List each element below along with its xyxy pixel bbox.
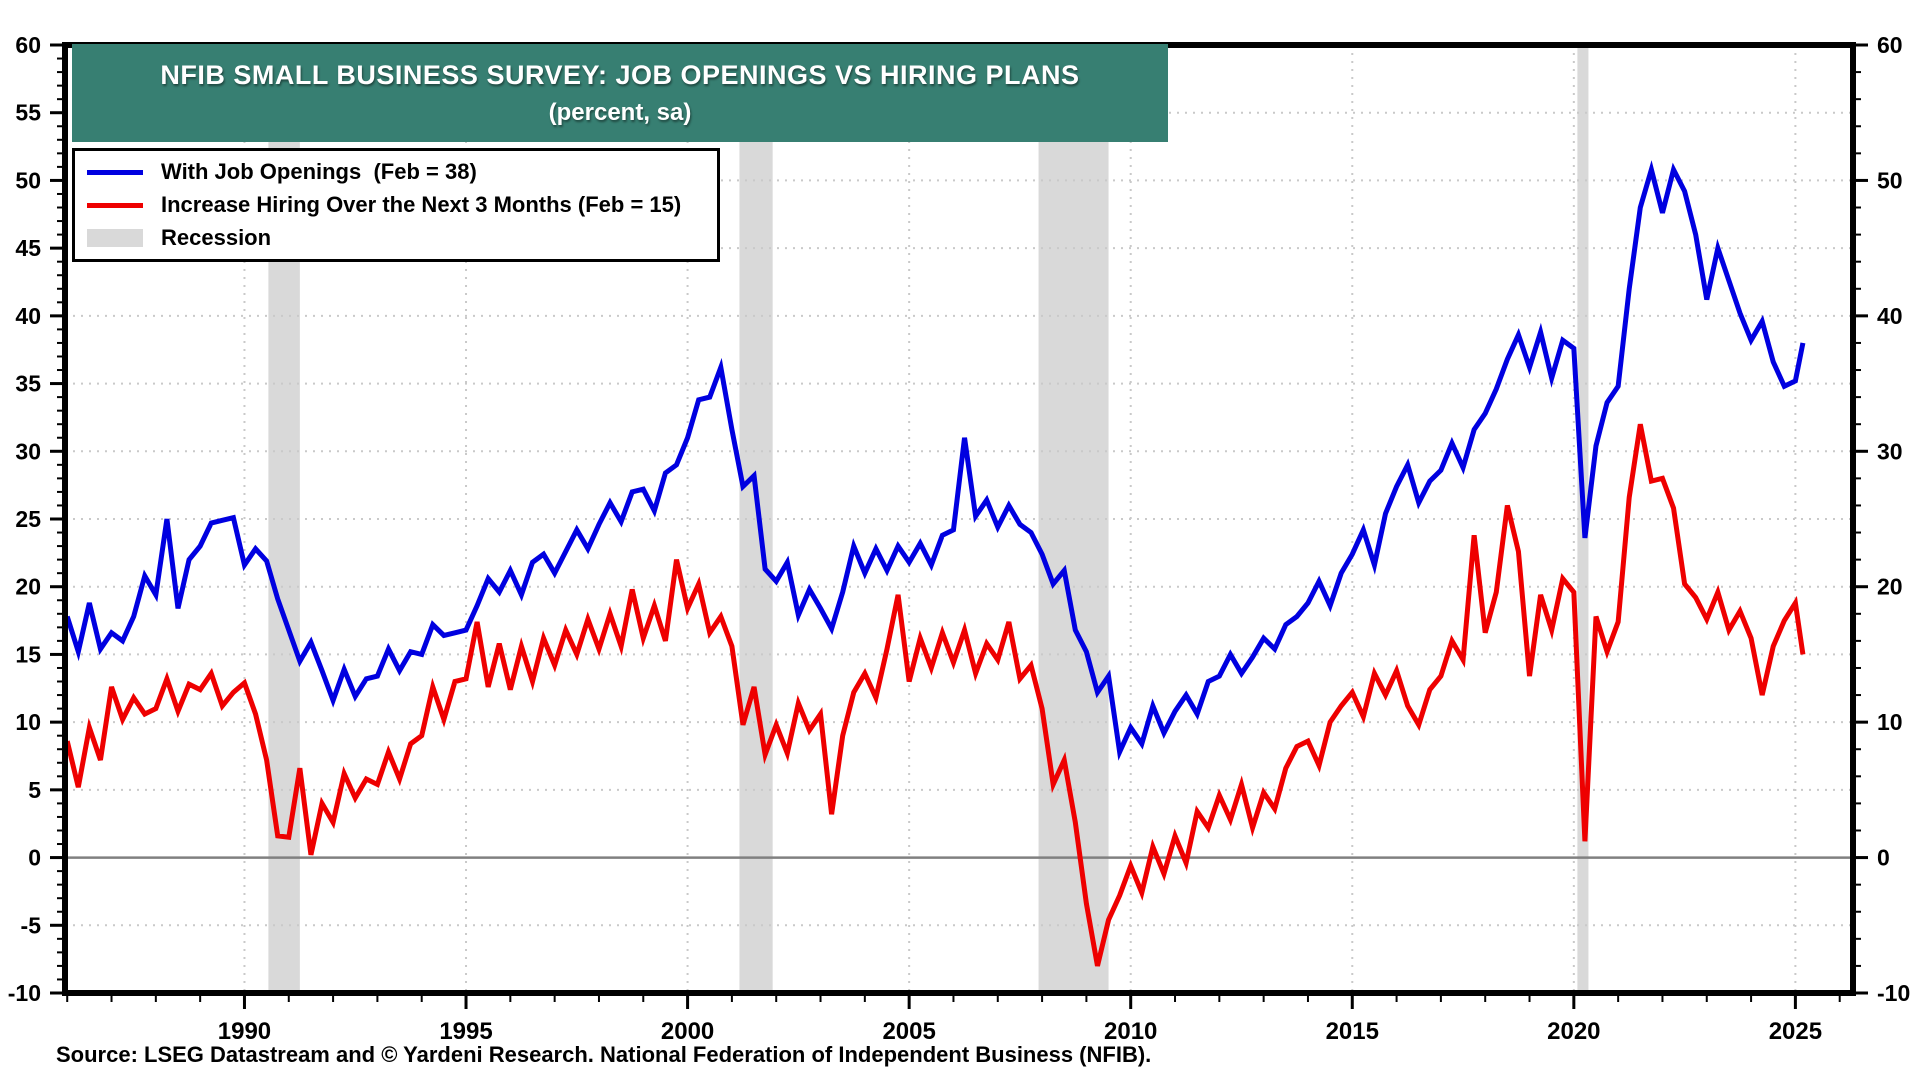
y-axis-label-right: -10 — [1877, 980, 1910, 1006]
y-axis-label-left: 0 — [28, 845, 41, 871]
legend-label-hiring: Increase Hiring Over the Next 3 Months (… — [161, 192, 682, 217]
y-axis-label-left: 20 — [15, 574, 41, 600]
y-axis-label-left: 40 — [15, 303, 41, 329]
y-axis-label-right: 40 — [1877, 303, 1903, 329]
x-axis-label: 1995 — [439, 1018, 492, 1045]
legend-box: With Job Openings (Feb = 38) Increase Hi… — [72, 148, 720, 262]
y-axis-label-left: 60 — [15, 32, 41, 58]
y-axis-label-left: 45 — [15, 235, 41, 261]
y-axis-label-left: 10 — [15, 709, 41, 735]
chart-title-banner: NFIB SMALL BUSINESS SURVEY: JOB OPENINGS… — [72, 44, 1168, 142]
series-line — [64, 423, 1806, 967]
y-axis-label-right: 30 — [1877, 438, 1903, 464]
x-axis-label: 2010 — [1104, 1018, 1157, 1045]
chart-title: NFIB SMALL BUSINESS SURVEY: JOB OPENINGS… — [160, 59, 1080, 90]
legend-item-recession: Recession — [87, 224, 705, 252]
axis-ticks — [50, 43, 1868, 1009]
legend-label-openings: With Job Openings (Feb = 38) — [161, 159, 477, 184]
x-axis-label: 1990 — [218, 1018, 271, 1045]
legend-item-hiring-plans: Increase Hiring Over the Next 3 Months (… — [87, 191, 705, 219]
y-axis-label-right: 50 — [1877, 167, 1903, 193]
x-axis-label: 2000 — [661, 1018, 714, 1045]
y-axis-label-right: 20 — [1877, 574, 1903, 600]
legend-item-job-openings: With Job Openings (Feb = 38) — [87, 158, 705, 186]
y-axis-label-right: 60 — [1877, 32, 1903, 58]
y-axis-label-left: 25 — [15, 506, 41, 532]
axis-tick-labels: 605550454035302520151050-5-1060504030201… — [8, 32, 1911, 1045]
y-axis-label-left: 55 — [15, 100, 41, 126]
x-axis-label: 2005 — [882, 1018, 935, 1045]
hiring-line-swatch — [87, 202, 143, 208]
y-axis-label-left: 50 — [15, 167, 41, 193]
y-axis-label-right: 10 — [1877, 709, 1903, 735]
y-axis-label-left: -5 — [21, 912, 42, 938]
x-axis-label: 2020 — [1547, 1018, 1600, 1045]
x-axis-label: 2015 — [1326, 1018, 1379, 1045]
y-axis-label-left: 5 — [28, 777, 41, 803]
y-axis-label-left: 30 — [15, 438, 41, 464]
series-line — [64, 160, 1806, 761]
gridlines — [65, 45, 1853, 993]
chart-subtitle: (percent, sa) — [548, 98, 692, 126]
y-axis-label-left: -10 — [8, 980, 41, 1006]
y-axis-label-left: 15 — [15, 641, 41, 667]
source-attribution: Source: LSEG Datastream and © Yardeni Re… — [56, 1042, 1152, 1067]
data-series — [64, 160, 1806, 967]
y-axis-label-right: 0 — [1877, 845, 1890, 871]
y-axis-label-left: 35 — [15, 371, 41, 397]
openings-line-swatch — [87, 169, 143, 175]
legend-label-recession: Recession — [161, 225, 272, 250]
x-axis-label: 2025 — [1769, 1018, 1822, 1045]
recession-band-swatch — [87, 229, 143, 247]
